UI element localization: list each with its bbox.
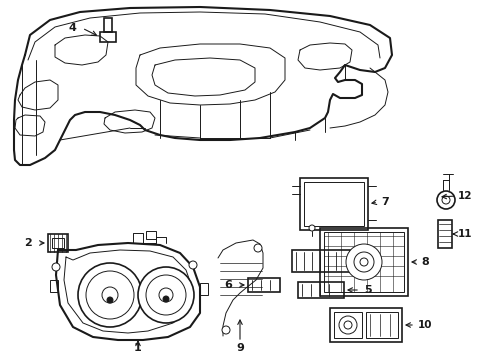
Circle shape	[146, 275, 185, 315]
Bar	[437, 220, 451, 248]
Text: 10: 10	[417, 320, 431, 330]
Circle shape	[102, 287, 118, 303]
Circle shape	[78, 263, 142, 327]
Text: 9: 9	[236, 343, 244, 353]
Circle shape	[338, 316, 356, 334]
Bar	[319, 228, 407, 296]
Circle shape	[189, 261, 197, 269]
Circle shape	[222, 326, 229, 334]
Circle shape	[343, 321, 351, 329]
Circle shape	[359, 258, 367, 266]
Bar	[333, 312, 361, 338]
Bar	[104, 18, 112, 32]
Text: 11: 11	[457, 229, 471, 239]
Circle shape	[138, 267, 194, 323]
Bar	[200, 283, 207, 295]
Circle shape	[253, 244, 262, 252]
Text: 2: 2	[24, 238, 32, 248]
Circle shape	[441, 196, 449, 204]
Bar	[329, 308, 401, 342]
Circle shape	[436, 191, 454, 209]
Circle shape	[86, 271, 134, 319]
Bar	[52, 238, 64, 248]
Bar	[100, 32, 116, 42]
Bar	[299, 178, 367, 230]
Bar	[324, 232, 403, 292]
Circle shape	[159, 288, 173, 302]
Bar	[48, 234, 68, 252]
Text: 12: 12	[457, 191, 471, 201]
Text: 4: 4	[68, 23, 76, 33]
Bar	[146, 231, 156, 239]
Bar	[365, 312, 397, 338]
Text: 6: 6	[224, 280, 231, 290]
Bar	[297, 282, 343, 298]
Circle shape	[52, 263, 60, 271]
Bar	[291, 250, 349, 272]
Bar	[50, 280, 58, 292]
Circle shape	[346, 244, 381, 280]
Bar	[304, 182, 363, 226]
Text: 3: 3	[370, 256, 378, 266]
Text: 5: 5	[364, 285, 371, 295]
Circle shape	[107, 297, 113, 303]
Bar	[247, 278, 280, 292]
Circle shape	[163, 296, 169, 302]
Text: 1: 1	[134, 343, 142, 353]
Text: 8: 8	[420, 257, 428, 267]
Circle shape	[308, 225, 314, 231]
Circle shape	[353, 252, 373, 272]
Text: 7: 7	[380, 197, 388, 207]
